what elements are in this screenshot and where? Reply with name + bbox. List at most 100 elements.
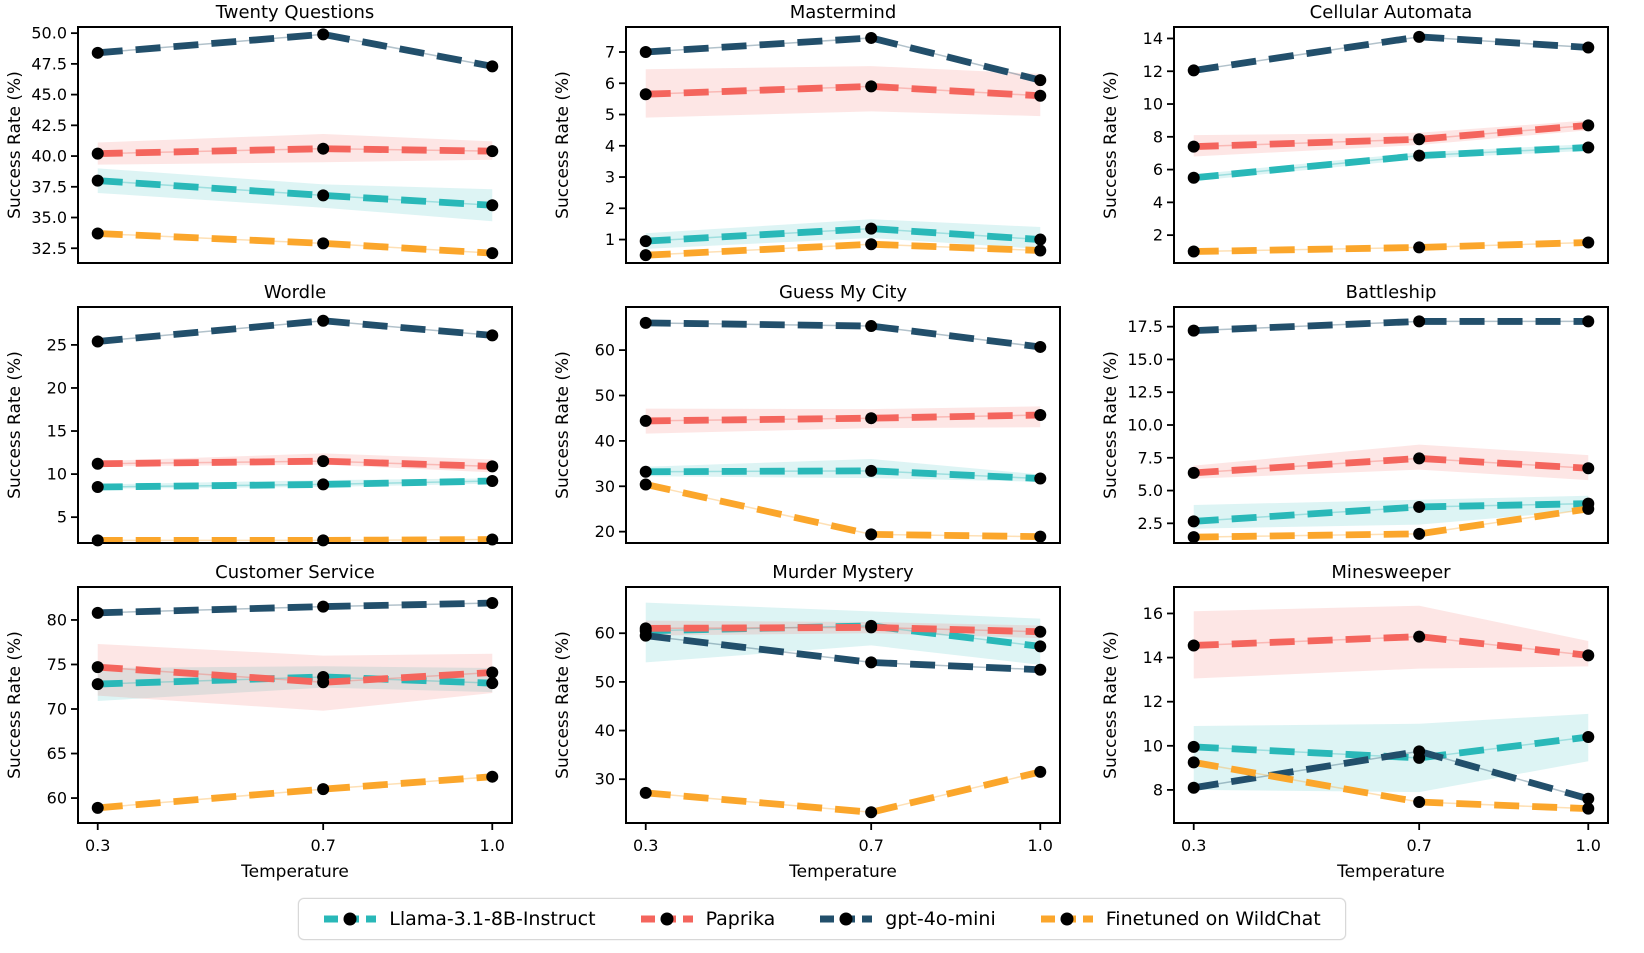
wordle-chart: Wordle Success Rate (%) 5 10 15 20 25 (5, 282, 513, 547)
svg-text:42.5: 42.5 (31, 116, 67, 135)
legend-item-gpt4o-mini: gpt-4o-mini (819, 908, 996, 930)
x-axis-label: Temperature (240, 862, 349, 882)
svg-text:0.7: 0.7 (1406, 836, 1431, 855)
svg-text:50: 50 (595, 386, 615, 405)
legend-swatch-wildchat-icon (1040, 912, 1093, 926)
y-axis-label: Success Rate (%) (5, 71, 25, 219)
svg-text:35.0: 35.0 (31, 208, 67, 227)
svg-text:0.3: 0.3 (633, 836, 658, 855)
svg-text:80: 80 (47, 610, 67, 629)
y-axis-label: Success Rate (%) (5, 631, 25, 779)
legend-label-llama: Llama-3.1-8B-Instruct (389, 908, 596, 930)
svg-text:8: 8 (1153, 127, 1163, 146)
svg-text:3: 3 (605, 168, 615, 187)
chart-title: Wordle (264, 282, 326, 303)
guess-my-city-chart: Guess My City Success Rate (%) 20 30 40 50 6… (553, 282, 1061, 544)
svg-text:4: 4 (605, 136, 615, 155)
svg-text:1: 1 (605, 230, 615, 249)
svg-text:15.0: 15.0 (1127, 350, 1163, 369)
svg-text:8: 8 (1153, 780, 1163, 799)
legend-swatch-paprika-icon (640, 912, 693, 926)
legend-item-wildchat: Finetuned on WildChat (1040, 908, 1321, 930)
svg-text:2: 2 (1153, 226, 1163, 245)
svg-text:20: 20 (47, 378, 67, 397)
svg-text:40: 40 (595, 721, 615, 740)
svg-text:1.0: 1.0 (1576, 836, 1601, 855)
svg-text:40: 40 (595, 431, 615, 450)
svg-text:10.0: 10.0 (1127, 416, 1163, 435)
svg-text:10: 10 (1143, 95, 1163, 114)
subplot-twenty-questions: Twenty Questions Success Rate (%) 32.5 35… (0, 0, 548, 280)
svg-text:17.5: 17.5 (1127, 317, 1163, 336)
svg-text:30: 30 (595, 477, 615, 496)
svg-text:0.3: 0.3 (1181, 836, 1206, 855)
y-axis-label: Success Rate (%) (1101, 71, 1121, 219)
svg-text:12: 12 (1143, 62, 1163, 81)
subplot-minesweeper: Minesweeper Success Rate (%) Temperature… (1096, 560, 1644, 895)
svg-text:45.0: 45.0 (31, 85, 67, 104)
murder-mystery-chart: Murder Mystery Success Rate (%) Temperat… (553, 562, 1061, 882)
svg-text:75: 75 (47, 655, 67, 674)
legend: Llama-3.1-8B-Instruct Paprika gpt-4o-min… (0, 898, 1644, 940)
y-axis-label: Success Rate (%) (5, 351, 25, 499)
svg-text:14: 14 (1143, 648, 1163, 667)
subplot-murder-mystery: Murder Mystery Success Rate (%) Temperat… (548, 560, 1096, 895)
twenty-questions-chart: Twenty Questions Success Rate (%) 32.5 35… (5, 2, 513, 264)
chart-title: Guess My City (779, 282, 907, 303)
svg-text:25: 25 (47, 335, 67, 354)
svg-text:2: 2 (605, 199, 615, 218)
svg-text:14: 14 (1143, 29, 1163, 48)
subplot-cellular-automata: Cellular Automata Success Rate (%) 2 4 6 8 1… (1096, 0, 1644, 280)
subplot-mastermind: Mastermind Success Rate (%) 1 2 3 4 5 6 7 (548, 0, 1096, 280)
x-axis-label: Temperature (1336, 862, 1445, 882)
chart-title: Mastermind (790, 2, 897, 23)
svg-text:5.0: 5.0 (1138, 481, 1163, 500)
subplot-guess-my-city: Guess My City Success Rate (%) 20 30 40 50 6… (548, 280, 1096, 560)
svg-text:2.5: 2.5 (1138, 514, 1163, 533)
legend-item-paprika: Paprika (640, 908, 775, 930)
x-axis-label: Temperature (788, 862, 897, 882)
chart-title: Minesweeper (1331, 562, 1451, 583)
y-axis-label: Success Rate (%) (553, 71, 573, 219)
svg-text:40.0: 40.0 (31, 147, 67, 166)
chart-title: Customer Service (215, 562, 375, 583)
subplot-customer-service: Customer Service Success Rate (%) Temper… (0, 560, 548, 895)
legend-swatch-llama-icon (324, 912, 377, 926)
svg-text:7: 7 (605, 43, 615, 62)
svg-text:12: 12 (1143, 692, 1163, 711)
svg-text:70: 70 (47, 700, 67, 719)
svg-text:1.0: 1.0 (480, 836, 505, 855)
svg-text:0.7: 0.7 (858, 836, 883, 855)
svg-text:60: 60 (595, 341, 615, 360)
minesweeper-chart: Minesweeper Success Rate (%) Temperature… (1101, 562, 1609, 882)
chart-title: Twenty Questions (215, 2, 375, 23)
chart-title: Cellular Automata (1310, 2, 1473, 23)
svg-text:20: 20 (595, 522, 615, 541)
svg-text:10: 10 (1143, 736, 1163, 755)
subplot-grid: Twenty Questions Success Rate (%) 32.5 35… (0, 0, 1644, 895)
subplot-wordle: Wordle Success Rate (%) 5 10 15 20 25 (0, 280, 548, 560)
svg-text:7.5: 7.5 (1138, 448, 1163, 467)
y-axis-label: Success Rate (%) (1101, 631, 1121, 779)
legend-item-llama: Llama-3.1-8B-Instruct (323, 908, 596, 930)
svg-text:50: 50 (595, 672, 615, 691)
svg-text:65: 65 (47, 744, 67, 763)
svg-text:6: 6 (1153, 160, 1163, 179)
y-axis-label: Success Rate (%) (553, 351, 573, 499)
svg-text:6: 6 (605, 74, 615, 93)
svg-text:4: 4 (1153, 193, 1163, 212)
svg-text:47.5: 47.5 (31, 54, 67, 73)
mastermind-chart: Mastermind Success Rate (%) 1 2 3 4 5 6 7 (553, 2, 1061, 264)
svg-text:32.5: 32.5 (31, 239, 67, 258)
svg-text:0.3: 0.3 (85, 836, 110, 855)
svg-text:30: 30 (595, 770, 615, 789)
subplot-battleship: Battleship Success Rate (%) 2.5 5.0 7.5 10.… (1096, 280, 1644, 560)
svg-text:50.0: 50.0 (31, 24, 67, 43)
cellular-automata-chart: Cellular Automata Success Rate (%) 2 4 6 8 1… (1101, 2, 1609, 264)
svg-text:5: 5 (57, 508, 67, 527)
legend-swatch-gpt4o-mini-icon (820, 912, 873, 926)
customer-service-chart: Customer Service Success Rate (%) Temper… (5, 562, 513, 882)
svg-text:15: 15 (47, 422, 67, 441)
svg-text:60: 60 (47, 789, 67, 808)
chart-title: Battleship (1346, 282, 1437, 303)
